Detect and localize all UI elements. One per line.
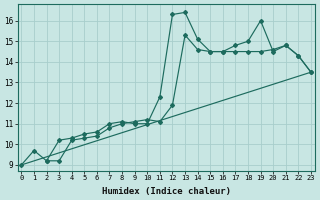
X-axis label: Humidex (Indice chaleur): Humidex (Indice chaleur) <box>102 187 231 196</box>
